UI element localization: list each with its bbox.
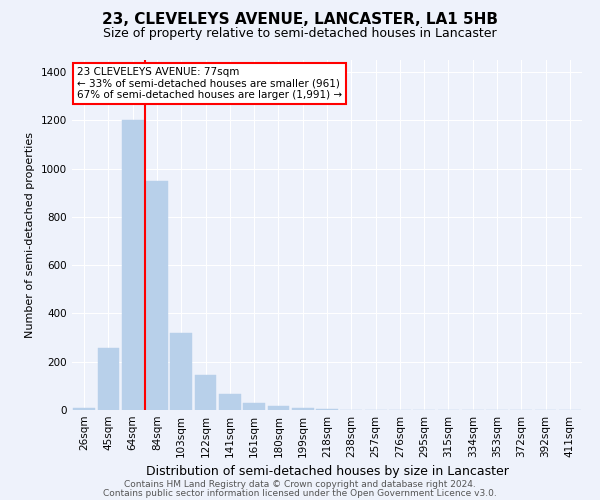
Bar	[268, 406, 289, 410]
Text: 23, CLEVELEYS AVENUE, LANCASTER, LA1 5HB: 23, CLEVELEYS AVENUE, LANCASTER, LA1 5HB	[102, 12, 498, 28]
Bar	[316, 409, 338, 410]
Text: Contains public sector information licensed under the Open Government Licence v3: Contains public sector information licen…	[103, 488, 497, 498]
Y-axis label: Number of semi-detached properties: Number of semi-detached properties	[25, 132, 35, 338]
Bar	[73, 408, 95, 410]
Bar	[292, 408, 314, 410]
Bar	[122, 120, 143, 410]
X-axis label: Distribution of semi-detached houses by size in Lancaster: Distribution of semi-detached houses by …	[146, 466, 508, 478]
Bar	[146, 180, 168, 410]
Bar	[243, 403, 265, 410]
Text: Size of property relative to semi-detached houses in Lancaster: Size of property relative to semi-detach…	[103, 28, 497, 40]
Bar	[97, 348, 119, 410]
Text: 23 CLEVELEYS AVENUE: 77sqm
← 33% of semi-detached houses are smaller (961)
67% o: 23 CLEVELEYS AVENUE: 77sqm ← 33% of semi…	[77, 67, 342, 100]
Text: Contains HM Land Registry data © Crown copyright and database right 2024.: Contains HM Land Registry data © Crown c…	[124, 480, 476, 489]
Bar	[170, 333, 192, 410]
Bar	[194, 375, 217, 410]
Bar	[219, 394, 241, 410]
